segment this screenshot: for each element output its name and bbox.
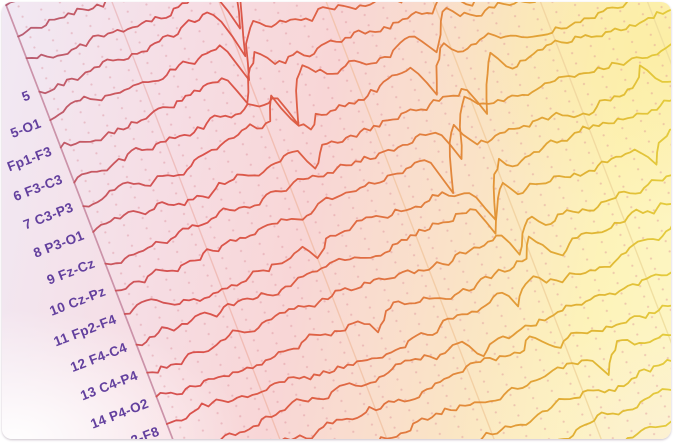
channel-label: 7 C3-P3: [21, 200, 75, 233]
grid-line-vertical: [494, 2, 671, 439]
grid-line-vertical: [121, 2, 460, 439]
eeg-trace: [146, 88, 671, 374]
channel-label: 14 P4-O2: [88, 396, 150, 432]
eeg-trace: [135, 69, 671, 347]
channel-label: 9 Fz-Cz: [45, 256, 97, 288]
eeg-trace: [59, 2, 671, 149]
eeg-trace: [49, 2, 671, 122]
margin-line: [2, 2, 274, 439]
eeg-trace: [104, 2, 671, 266]
dot-grid: [2, 2, 671, 439]
eeg-trace: [222, 291, 671, 439]
eeg-trace: [165, 160, 671, 425]
channel-label: 6 F3-C3: [11, 172, 65, 205]
grid-line-vertical: [308, 2, 647, 439]
channel-label: 11 Fp2-F4: [52, 312, 119, 350]
eeg-trace: [38, 2, 671, 95]
eeg-trace: [92, 2, 671, 233]
channel-label: Fp1-F3: [5, 144, 54, 175]
channel-label: 13 C4-P4: [78, 368, 140, 404]
channel-label: 8 P3-O1: [31, 228, 86, 261]
eeg-photo: 5 5-O1 Fp1-F3 6 F3-C3 7 C3-P3 8 P3-O1 9 Fz-Cz 1…: [2, 2, 671, 439]
eeg-trace: [123, 34, 671, 315]
eeg-trace: [210, 267, 671, 439]
grid-line-vertical: [28, 2, 367, 439]
eeg-trace: [179, 175, 671, 439]
channel-label: 5: [20, 88, 33, 105]
channel-label: 5-O1: [8, 116, 43, 141]
channel-label: 10 Cz-Pz: [48, 284, 108, 319]
eeg-trace: [155, 118, 671, 398]
grid-line-vertical: [401, 2, 671, 439]
eeg-trace: [73, 2, 671, 184]
eeg-trace: [25, 2, 671, 60]
eeg-trace: [201, 231, 671, 439]
eeg-trace: [191, 204, 671, 439]
channel-label: 12 F4-C4: [68, 340, 129, 375]
eeg-trace: [82, 2, 671, 208]
eeg-trace: [114, 12, 671, 292]
